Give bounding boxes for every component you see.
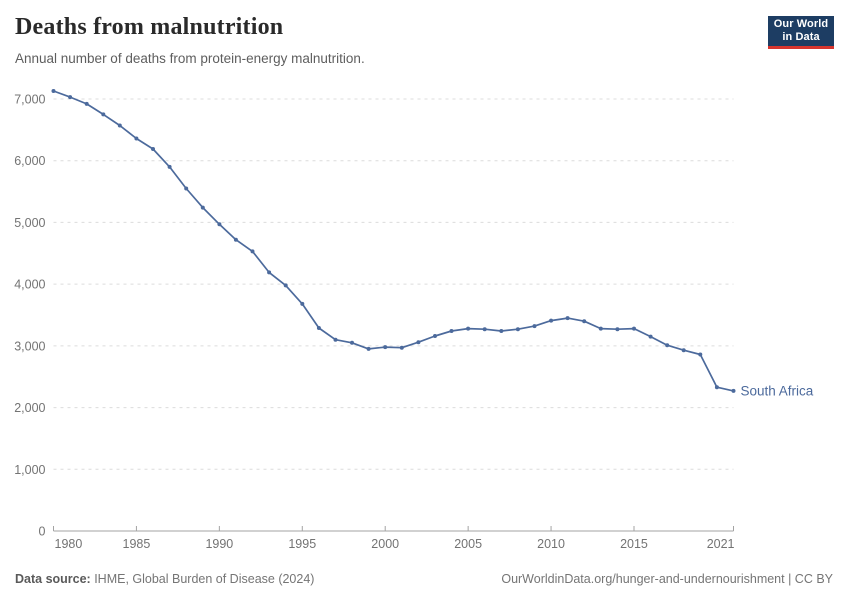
data-point[interactable] — [68, 95, 73, 100]
data-point[interactable] — [632, 326, 636, 331]
data-point[interactable] — [283, 283, 288, 288]
data-point[interactable] — [51, 89, 56, 93]
y-axis-tick-label: 0 — [39, 525, 46, 539]
data-point[interactable] — [416, 340, 421, 345]
chart-header: Deaths from malnutrition Annual number o… — [15, 14, 750, 67]
chart-footer: Data source: IHME, Global Burden of Dise… — [15, 572, 833, 586]
y-axis-tick-label: 7,000 — [14, 93, 45, 107]
data-point[interactable] — [549, 318, 554, 323]
data-point[interactable] — [250, 249, 255, 254]
data-point[interactable] — [233, 237, 238, 242]
data-source: Data source: IHME, Global Burden of Dise… — [15, 572, 314, 586]
data-point[interactable] — [449, 329, 454, 333]
data-point[interactable] — [565, 316, 570, 321]
data-point[interactable] — [482, 327, 487, 332]
data-point[interactable] — [117, 123, 122, 128]
data-point[interactable] — [300, 301, 305, 306]
data-point[interactable] — [698, 352, 703, 357]
credit-link[interactable]: OurWorldinData.org/hunger-and-undernouri… — [501, 572, 833, 586]
page-title: Deaths from malnutrition — [15, 14, 284, 40]
data-point[interactable] — [466, 326, 471, 331]
x-axis-tick-label: 1985 — [123, 537, 151, 551]
data-point[interactable] — [84, 101, 89, 106]
x-axis-tick-label: 1995 — [288, 537, 316, 551]
data-point[interactable] — [582, 319, 587, 324]
data-point[interactable] — [681, 348, 686, 353]
data-point[interactable] — [267, 270, 272, 275]
data-point[interactable] — [532, 324, 537, 329]
data-point[interactable] — [134, 136, 139, 141]
data-point[interactable] — [665, 343, 670, 348]
data-point[interactable] — [184, 186, 189, 191]
y-axis-tick-label: 6,000 — [14, 154, 45, 168]
data-point[interactable] — [101, 112, 106, 117]
data-point[interactable] — [615, 327, 620, 332]
y-axis-tick-label: 1,000 — [14, 463, 45, 477]
data-point[interactable] — [433, 334, 437, 338]
data-point[interactable] — [714, 385, 719, 390]
page-subtitle: Annual number of deaths from protein-ene… — [15, 51, 365, 66]
trend-line[interactable] — [52, 90, 735, 392]
y-axis-tick-label: 4,000 — [14, 278, 45, 292]
data-point[interactable] — [350, 340, 354, 345]
data-point[interactable] — [598, 326, 603, 331]
data-point[interactable] — [383, 345, 388, 350]
owid-logo[interactable]: Our World in Data — [768, 16, 834, 49]
data-point[interactable] — [200, 205, 205, 210]
data-point[interactable] — [731, 388, 736, 393]
x-axis-tick-label: 2000 — [371, 537, 399, 551]
data-point[interactable] — [167, 164, 172, 169]
data-point[interactable] — [515, 327, 520, 332]
owid-logo-line2: in Data — [782, 31, 820, 43]
x-axis-tick-label: 1990 — [205, 537, 233, 551]
data-point[interactable] — [366, 346, 371, 351]
data-point[interactable] — [648, 334, 653, 339]
x-axis-tick-label: 2010 — [537, 537, 565, 551]
series-label: South Africa — [741, 383, 814, 398]
data-point[interactable] — [151, 147, 155, 151]
data-point[interactable] — [499, 329, 504, 333]
x-axis-tick-label: 2005 — [454, 537, 482, 551]
data-source-label: Data source: — [15, 572, 91, 586]
data-point[interactable] — [333, 337, 338, 342]
data-point[interactable] — [399, 345, 404, 350]
y-axis-tick-label: 2,000 — [14, 401, 45, 415]
x-axis-tick-label: 2015 — [620, 537, 648, 551]
y-axis-tick-label: 3,000 — [14, 339, 45, 353]
data-point[interactable] — [217, 222, 222, 227]
x-axis-tick-label: 1980 — [55, 537, 83, 551]
x-axis-tick-label: 2021 — [707, 537, 735, 551]
data-source-value: IHME, Global Burden of Disease (2024) — [90, 572, 315, 586]
y-axis-tick-label: 5,000 — [14, 216, 45, 230]
owid-logo-line1: Our World — [773, 18, 829, 31]
data-point[interactable] — [316, 326, 321, 330]
